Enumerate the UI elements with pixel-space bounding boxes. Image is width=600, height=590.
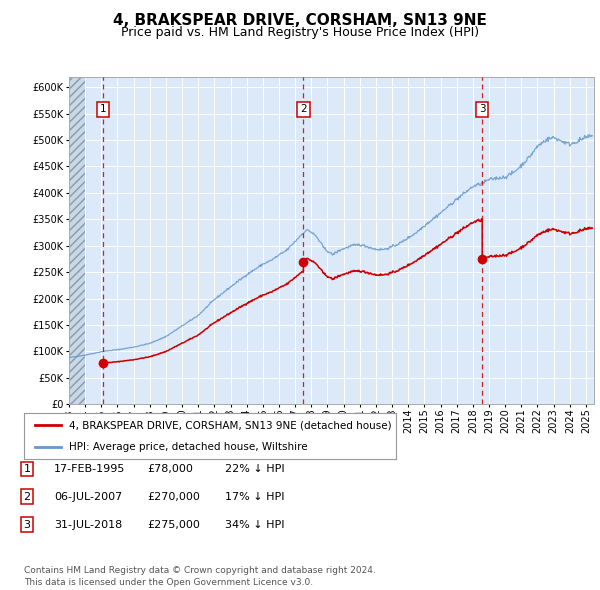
Text: 2: 2 <box>300 104 307 114</box>
Text: 17-FEB-1995: 17-FEB-1995 <box>54 464 125 474</box>
Text: 4, BRAKSPEAR DRIVE, CORSHAM, SN13 9NE: 4, BRAKSPEAR DRIVE, CORSHAM, SN13 9NE <box>113 13 487 28</box>
Text: 34% ↓ HPI: 34% ↓ HPI <box>225 520 284 529</box>
Text: 22% ↓ HPI: 22% ↓ HPI <box>225 464 284 474</box>
Text: 06-JUL-2007: 06-JUL-2007 <box>54 492 122 502</box>
Text: 2: 2 <box>23 492 31 502</box>
Text: £275,000: £275,000 <box>147 520 200 529</box>
Text: £270,000: £270,000 <box>147 492 200 502</box>
Text: 31-JUL-2018: 31-JUL-2018 <box>54 520 122 529</box>
Text: 3: 3 <box>23 520 31 529</box>
Text: 3: 3 <box>479 104 485 114</box>
Bar <box>69 77 85 404</box>
Text: Price paid vs. HM Land Registry's House Price Index (HPI): Price paid vs. HM Land Registry's House … <box>121 26 479 39</box>
Text: HPI: Average price, detached house, Wiltshire: HPI: Average price, detached house, Wilt… <box>68 441 307 451</box>
Text: £78,000: £78,000 <box>147 464 193 474</box>
Text: 4, BRAKSPEAR DRIVE, CORSHAM, SN13 9NE (detached house): 4, BRAKSPEAR DRIVE, CORSHAM, SN13 9NE (d… <box>68 421 391 431</box>
Text: 1: 1 <box>100 104 107 114</box>
Text: 17% ↓ HPI: 17% ↓ HPI <box>225 492 284 502</box>
Text: 1: 1 <box>23 464 31 474</box>
Text: Contains HM Land Registry data © Crown copyright and database right 2024.
This d: Contains HM Land Registry data © Crown c… <box>24 566 376 587</box>
